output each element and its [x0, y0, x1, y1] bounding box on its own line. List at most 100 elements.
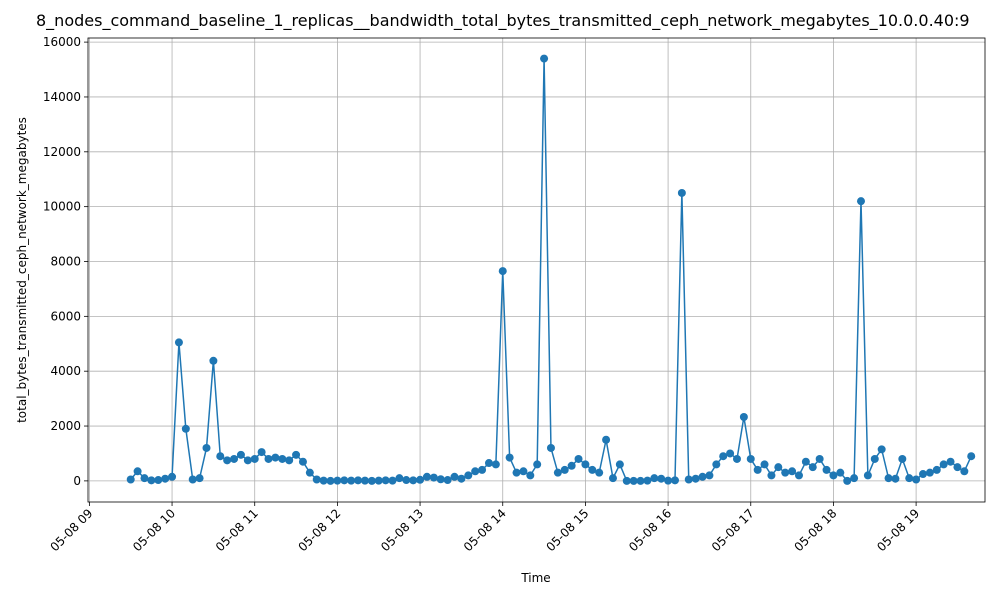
data-point — [939, 460, 948, 469]
y-tick-label: 8000 — [50, 254, 81, 268]
chart-title: 8_nodes_command_baseline_1_replicas__ban… — [36, 11, 970, 31]
data-point — [760, 460, 769, 469]
data-point — [409, 476, 418, 485]
data-point — [278, 454, 287, 463]
data-point — [512, 468, 521, 477]
data-point — [181, 424, 190, 433]
data-point — [154, 476, 163, 485]
y-axis-label: total_bytes_transmitted_ceph_network_meg… — [15, 117, 29, 423]
data-point — [347, 476, 356, 485]
data-point — [677, 188, 686, 197]
y-tick-label: 4000 — [50, 364, 81, 378]
data-point — [856, 197, 865, 206]
data-point — [801, 457, 810, 466]
data-point — [257, 448, 266, 457]
data-point — [305, 468, 314, 477]
data-point — [243, 456, 252, 465]
data-point — [553, 468, 562, 477]
data-point — [436, 475, 445, 484]
data-point — [905, 474, 914, 483]
data-point — [140, 474, 149, 483]
y-tick-label: 10000 — [43, 200, 81, 214]
data-point — [374, 476, 383, 485]
data-point — [574, 454, 583, 463]
data-point — [767, 471, 776, 480]
data-point — [546, 443, 555, 452]
data-point — [739, 412, 748, 421]
data-point — [298, 457, 307, 466]
data-point — [560, 465, 569, 474]
data-point — [774, 463, 783, 472]
data-point — [622, 476, 631, 485]
data-point — [643, 476, 652, 485]
data-point — [519, 467, 528, 476]
data-point — [498, 267, 507, 276]
data-point — [788, 467, 797, 476]
data-point — [395, 474, 404, 483]
data-point — [457, 474, 466, 483]
y-tick-label: 14000 — [43, 90, 81, 104]
data-point — [478, 465, 487, 474]
x-axis-label: Time — [520, 571, 550, 585]
data-point — [698, 472, 707, 481]
data-point — [726, 449, 735, 458]
data-point — [781, 468, 790, 477]
data-point — [326, 476, 335, 485]
data-point — [822, 465, 831, 474]
data-point — [870, 454, 879, 463]
data-point — [753, 465, 762, 474]
data-point — [195, 474, 204, 483]
data-point — [794, 471, 803, 480]
data-point — [581, 460, 590, 469]
data-point — [381, 476, 390, 485]
data-point — [877, 445, 886, 454]
data-point — [484, 459, 493, 468]
y-tick-label: 0 — [73, 474, 81, 488]
data-point — [670, 476, 679, 485]
data-point — [932, 465, 941, 474]
y-tick-label: 2000 — [50, 419, 81, 433]
data-point — [319, 476, 328, 485]
data-point — [168, 472, 177, 481]
data-point — [360, 476, 369, 485]
data-point — [602, 435, 611, 444]
data-point — [850, 474, 859, 483]
data-point — [746, 454, 755, 463]
data-point — [732, 454, 741, 463]
data-point — [216, 452, 225, 461]
data-point — [863, 471, 872, 480]
data-point — [354, 476, 363, 485]
data-point — [898, 454, 907, 463]
data-point — [925, 468, 934, 477]
data-point — [223, 456, 232, 465]
data-point — [333, 476, 342, 485]
data-point — [202, 443, 211, 452]
data-point — [505, 453, 514, 462]
data-point — [636, 476, 645, 485]
data-point — [174, 338, 183, 347]
plot-frame — [87, 37, 986, 503]
data-point — [684, 475, 693, 484]
y-tick-label: 12000 — [43, 145, 81, 159]
y-tick-label: 16000 — [43, 35, 81, 49]
data-point — [595, 468, 604, 477]
data-point — [912, 475, 921, 484]
data-point — [829, 471, 838, 480]
data-point — [891, 474, 900, 483]
data-point — [588, 465, 597, 474]
data-point — [340, 476, 349, 485]
data-point — [450, 472, 459, 481]
data-point — [808, 463, 817, 472]
data-point — [271, 453, 280, 462]
data-point — [443, 476, 452, 485]
data-point — [705, 471, 714, 480]
data-point — [471, 467, 480, 476]
data-point — [946, 457, 955, 466]
data-point — [540, 54, 549, 63]
data-point — [567, 461, 576, 470]
data-point — [953, 463, 962, 472]
data-point — [312, 475, 321, 484]
data-point — [629, 476, 638, 485]
data-point — [691, 474, 700, 483]
